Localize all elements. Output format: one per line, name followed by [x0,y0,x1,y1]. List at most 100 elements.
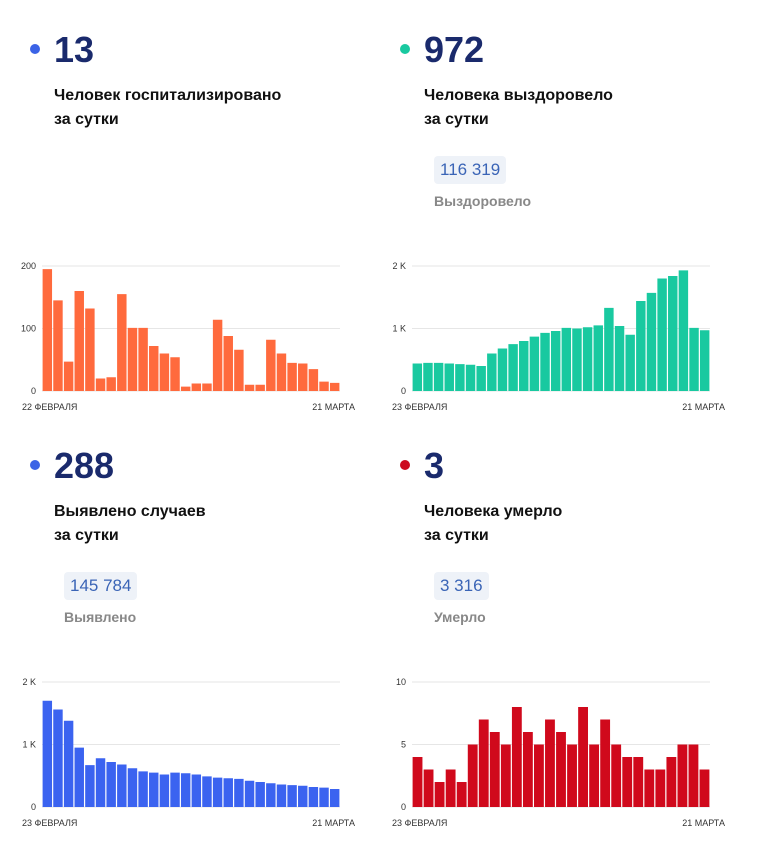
bar [636,301,646,391]
bar [223,336,233,391]
deaths-total-badge: 3 316 [434,572,489,600]
bar [678,270,689,391]
bar [191,774,202,807]
y-tick-label: 2 K [392,261,406,271]
bar [319,381,329,391]
bar [508,344,518,391]
deaths-number: 3 [424,445,445,486]
recovered-panel: 972 Человека выздоровело за сутки 116 31… [392,29,750,432]
bar [589,744,600,807]
bar [622,757,633,807]
bar [138,327,148,391]
bar [540,332,550,391]
bar [63,361,74,391]
bar [180,773,191,807]
cases-number: 288 [54,445,115,486]
bar [85,308,95,391]
bar [412,757,423,807]
bar [572,328,582,391]
bar [561,327,572,391]
deaths-panel: 3 Человека умерло за сутки 3 316 Умерло … [392,445,750,848]
bar [455,364,465,391]
deaths-chart: 0 5 10 23 ФЕВРАЛЯ 21 МАРТА [392,677,725,828]
bar [689,327,699,391]
bar [467,744,478,807]
y-tick-label: 5 [401,740,406,750]
x-end-label: 21 МАРТА [682,402,725,412]
bar [255,782,265,807]
bar [159,353,170,391]
cases-chart: 0 1 K 2 K 23 ФЕВРАЛЯ 21 МАРТА [22,677,355,828]
bar [42,700,53,807]
bar [95,378,106,391]
bar [138,771,148,807]
bar [53,300,63,391]
y-tick-label: 200 [21,261,36,271]
bar [159,774,170,807]
x-end-label: 21 МАРТА [312,402,355,412]
hospitalized-panel: 13 Человек госпитализировано за сутки 0 1… [21,29,380,432]
bar [666,757,677,807]
bar [276,784,287,807]
bar [287,785,297,807]
bar [244,780,255,807]
y-tick-label: 10 [396,677,406,687]
bar [550,331,561,391]
bar [476,366,486,391]
bar [478,719,489,807]
bar [117,764,127,807]
bar [308,369,319,391]
deaths-description: Человека умерло за сутки [424,503,563,544]
bar [170,772,180,807]
bar [170,357,180,391]
bar [117,294,127,391]
bar [511,707,522,807]
bar [308,787,319,807]
bar [276,353,287,391]
bar [266,339,276,391]
cases-total-label: Выявлено [64,609,137,625]
cases-description: Выявлено случаев за сутки [54,503,206,544]
bar [223,778,233,807]
recovered-number: 972 [424,29,485,70]
x-start-label: 23 ФЕВРАЛЯ [392,818,447,828]
bar [244,384,255,391]
bar [611,744,622,807]
bar [433,362,444,391]
indicator-dot [30,44,40,54]
bar [688,744,699,807]
bar [127,327,138,391]
bar [657,278,667,391]
bar [668,276,678,391]
bar [604,307,614,391]
bar [234,778,244,807]
bar [423,769,434,807]
bar [677,744,688,807]
bar [519,341,529,391]
bar [127,768,138,807]
y-tick-label: 0 [31,802,36,812]
cases-total-badge: 145 784 [64,572,138,600]
bar [534,744,544,807]
bar [699,769,710,807]
bar [625,334,635,391]
bar [95,758,106,807]
x-start-label: 23 ФЕВРАЛЯ [392,402,447,412]
bar [63,720,74,807]
bar [212,777,223,807]
bar [74,747,84,807]
bar [149,772,159,807]
recovered-description: Человека выздоровело за сутки [424,87,613,128]
bar [412,363,423,391]
bar [646,292,657,391]
y-tick-label: 2 K [22,677,36,687]
bar [633,757,644,807]
bar [434,782,445,807]
bar [600,719,611,807]
cases-panel: 288 Выявлено случаев за сутки 145 784 Вы… [22,445,380,848]
bar [529,336,540,391]
bar [74,291,84,391]
bar [567,744,577,807]
hospitalized-description: Человек госпитализировано за сутки [54,87,282,128]
bar [106,762,116,807]
